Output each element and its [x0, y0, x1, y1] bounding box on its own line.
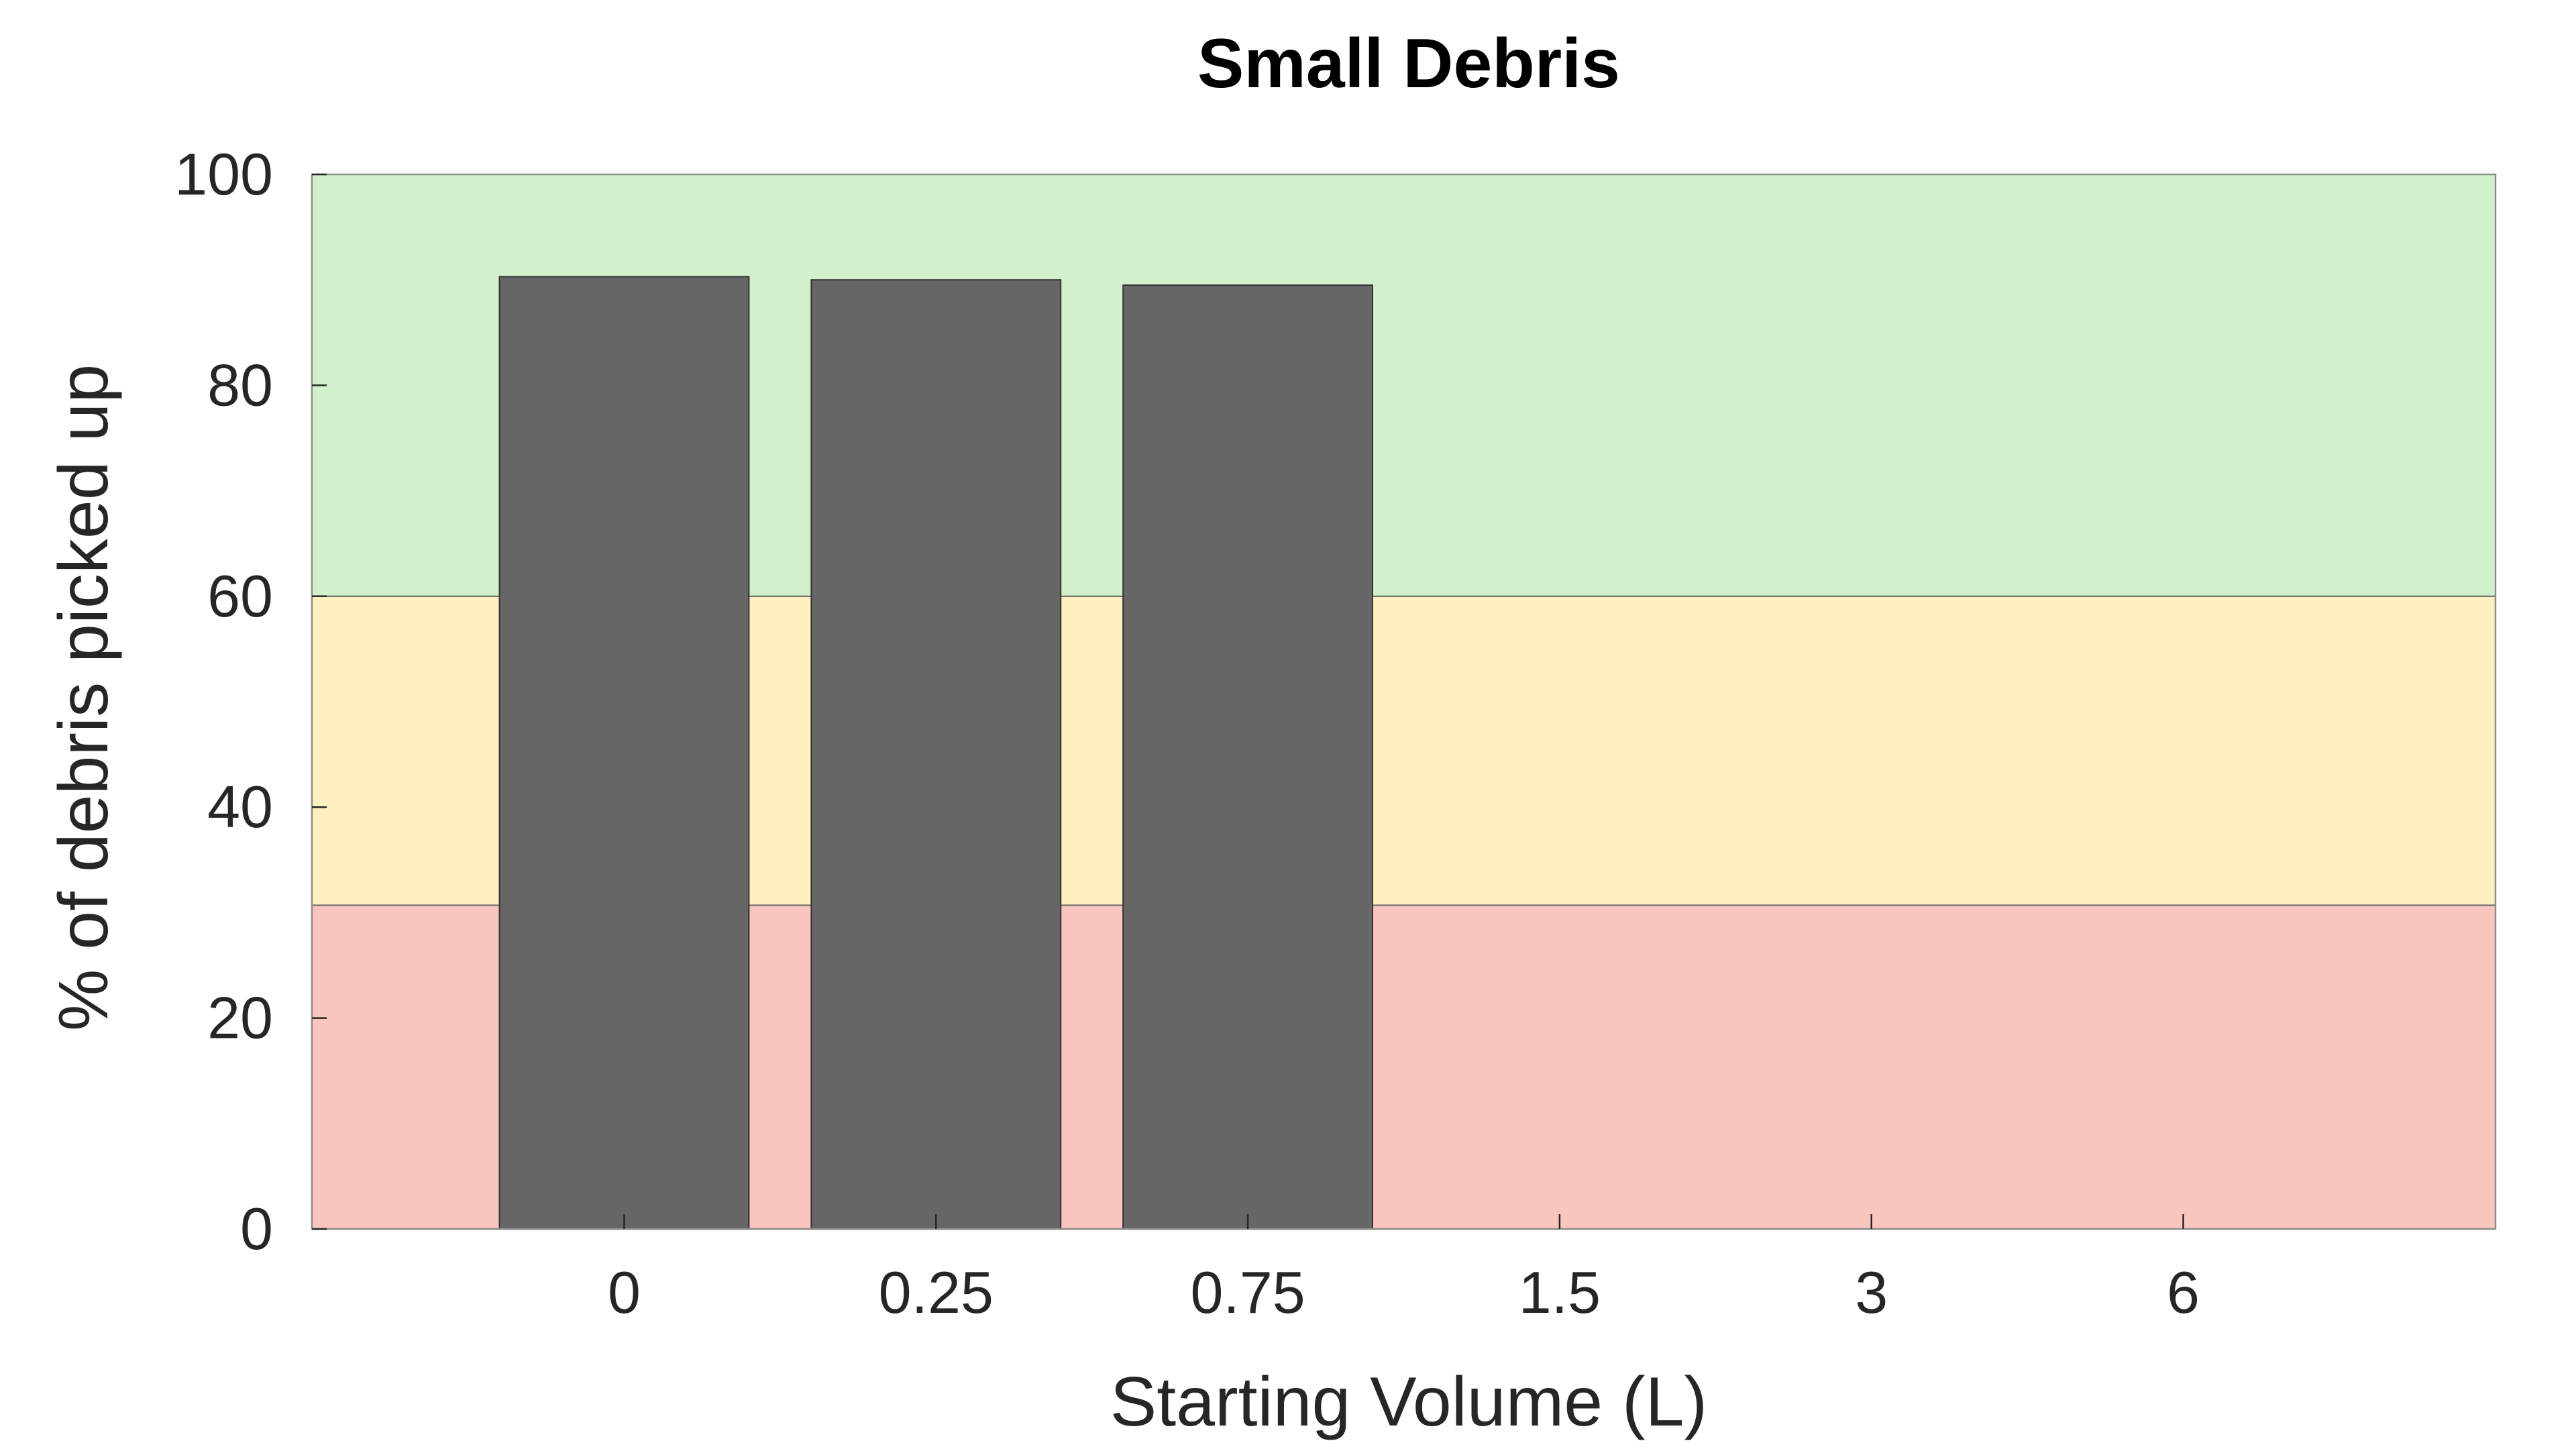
y-tick-label: 60 [207, 563, 273, 629]
x-tick-label: 0.75 [1190, 1259, 1305, 1326]
x-tick-label: 0.25 [879, 1259, 994, 1326]
plot-frame [311, 173, 2497, 1230]
y-tick-label: 100 [174, 141, 273, 207]
y-tick-label: 80 [207, 352, 273, 418]
y-tick-label: 0 [240, 1195, 273, 1262]
bar-0.75 [1122, 284, 1374, 1230]
x-tick-label: 0 [608, 1259, 641, 1326]
x-tick-label: 6 [2167, 1259, 2200, 1326]
y-tick-label: 40 [207, 773, 273, 840]
bars [498, 276, 1374, 1230]
y-axis-label: % of debris picked up [45, 364, 123, 1031]
bar-0 [498, 276, 750, 1230]
x-tick-label: 3 [1855, 1259, 1888, 1326]
y-tick-label: 20 [207, 985, 273, 1051]
y-axis: 0 20 40 60 80 100 [174, 141, 327, 1262]
bar-0.25 [810, 279, 1062, 1230]
x-axis: 0 0.25 0.75 1.5 3 6 [608, 1214, 2200, 1326]
chart-title: Small Debris [1197, 25, 1620, 103]
x-axis-label: Starting Volume (L) [1110, 1363, 1707, 1441]
x-tick-label: 1.5 [1519, 1259, 1601, 1326]
